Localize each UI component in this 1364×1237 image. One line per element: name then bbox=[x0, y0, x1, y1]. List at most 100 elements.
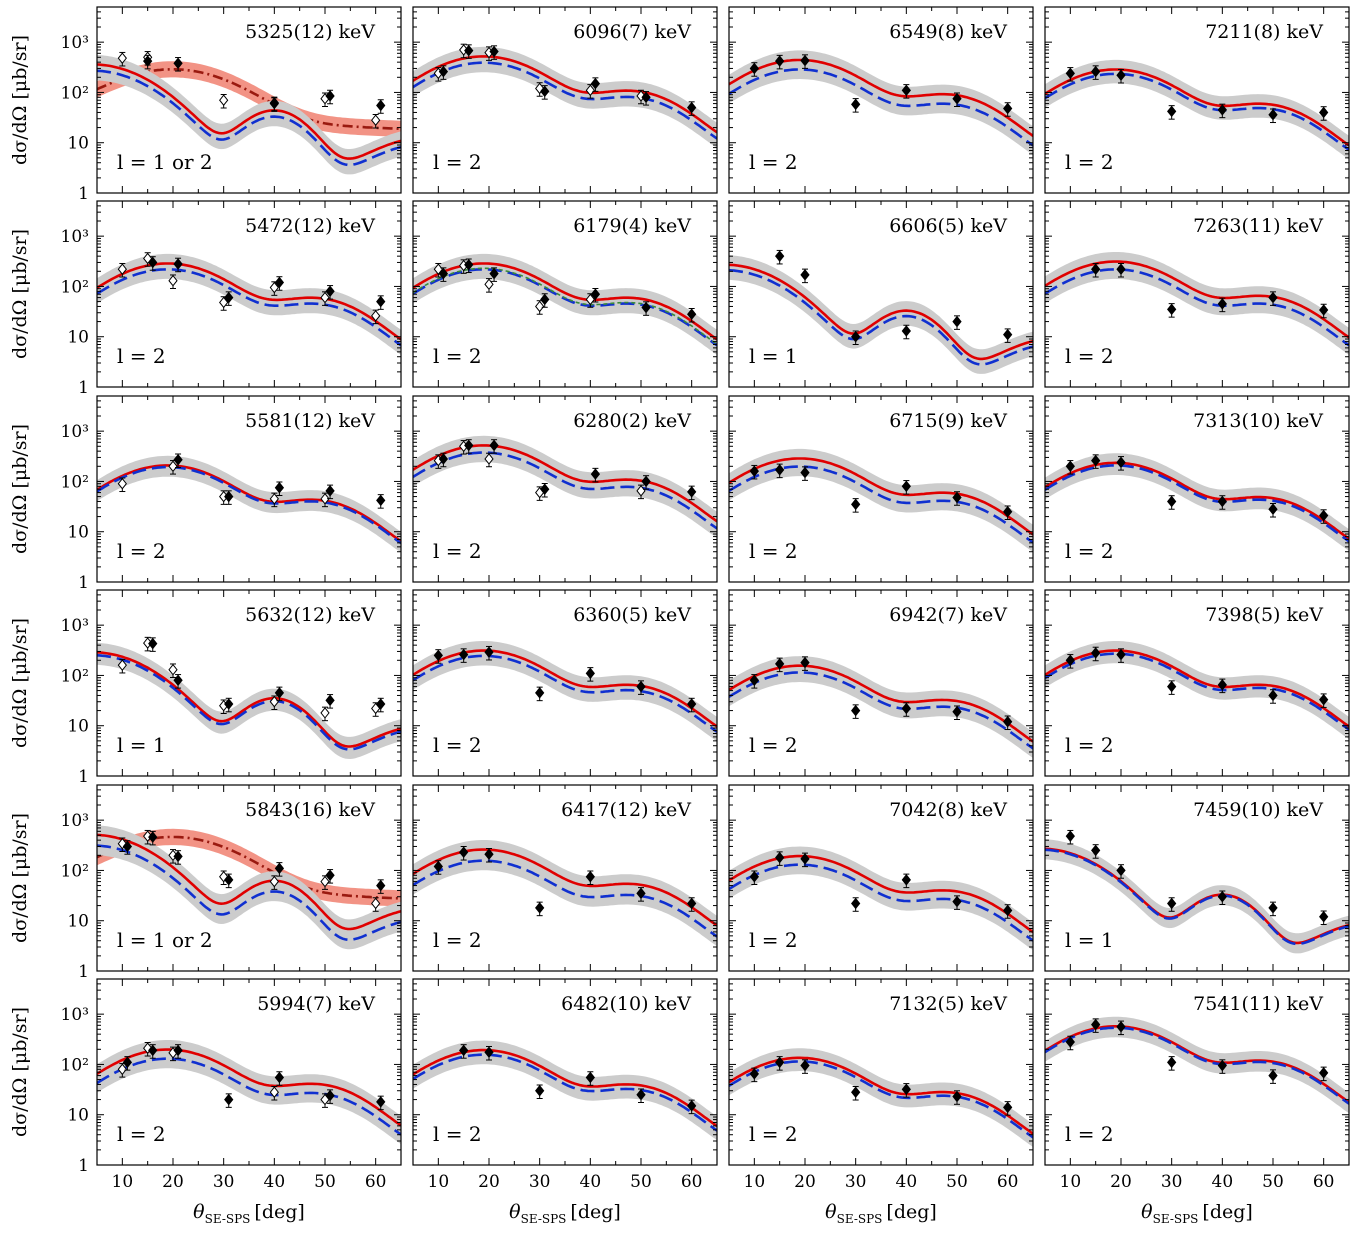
data-point-filled bbox=[851, 704, 861, 717]
plot-area bbox=[1045, 1016, 1349, 1114]
plot-area bbox=[413, 641, 717, 742]
panel-23: 7132(5) keV l = 2 10 20 30 40 50 60 θSE-SPS [deg] bbox=[728, 978, 1034, 1226]
theory-curve-blue bbox=[729, 1060, 1033, 1139]
data-point-filled bbox=[1319, 304, 1329, 316]
x-tick-label: 50 bbox=[630, 1172, 652, 1192]
theory-curve-blue bbox=[1045, 1026, 1349, 1105]
l-label: l = 1 bbox=[749, 344, 798, 368]
uncertainty-band bbox=[729, 448, 1033, 552]
x-tick-label: 40 bbox=[896, 1172, 918, 1192]
energy-label: 6606(5) keV bbox=[889, 215, 1007, 237]
data-point-filled bbox=[274, 1071, 285, 1084]
data-point-filled bbox=[459, 648, 469, 661]
data-point-filled bbox=[1091, 263, 1101, 276]
x-axis-label: θSE-SPS [deg] bbox=[825, 1201, 937, 1226]
data-point-filled bbox=[1167, 303, 1177, 316]
energy-label: 6096(7) keV bbox=[573, 21, 691, 43]
plot-area bbox=[413, 840, 717, 947]
data-point-open bbox=[219, 94, 229, 107]
panel-13: 5632(12) keV l = 1 1 10 10² 10³ dσ/dΩ [μb/sr] bbox=[9, 589, 402, 787]
theory-curve-blue bbox=[729, 268, 1033, 366]
plot-area bbox=[97, 636, 401, 759]
x-axis-label-symbol: θ bbox=[1141, 1201, 1153, 1223]
data-point-open bbox=[269, 1086, 279, 1099]
energy-label: 5581(12) keV bbox=[245, 410, 375, 432]
energy-label: 5994(7) keV bbox=[257, 993, 375, 1015]
data-point-filled bbox=[800, 269, 810, 281]
data-point-filled bbox=[590, 77, 601, 90]
y-tick-label: 10² bbox=[61, 277, 89, 297]
uncertainty-band bbox=[1045, 252, 1349, 355]
data-point-filled bbox=[325, 485, 335, 497]
energy-label: 7211(8) keV bbox=[1205, 21, 1323, 43]
uncertainty-band bbox=[413, 46, 717, 149]
theory-curve-blue bbox=[413, 1053, 717, 1132]
plot-area bbox=[97, 1040, 401, 1145]
energy-label: 6715(9) keV bbox=[889, 410, 1007, 432]
plot-area bbox=[729, 249, 1033, 374]
plot-area bbox=[729, 50, 1033, 155]
uncertainty-band bbox=[729, 50, 1033, 155]
data-point-filled bbox=[1167, 1056, 1177, 1069]
plot-area bbox=[1045, 453, 1349, 551]
data-point-filled bbox=[122, 1056, 133, 1069]
y-tick-label: 1 bbox=[78, 767, 89, 787]
x-axis-label-unit: [deg] bbox=[886, 1201, 936, 1223]
data-point-open bbox=[484, 278, 494, 291]
data-point-open bbox=[371, 897, 381, 910]
plot-area bbox=[1045, 59, 1349, 160]
data-point-filled bbox=[224, 1093, 234, 1106]
panel-12: 7313(10) keV l = 2 bbox=[1044, 395, 1350, 583]
y-tick-label: 10² bbox=[61, 1055, 89, 1075]
l-label: l = 2 bbox=[749, 733, 798, 757]
energy-label: 7042(8) keV bbox=[889, 799, 1007, 821]
data-point-filled bbox=[224, 874, 234, 886]
theory-curve-blue bbox=[729, 68, 1033, 147]
theory-curve-red bbox=[413, 55, 717, 134]
x-axis-label-unit: [deg] bbox=[570, 1201, 620, 1223]
data-point-filled bbox=[433, 860, 443, 873]
data-point-open bbox=[371, 114, 381, 127]
theory-curve-blue bbox=[1045, 848, 1349, 946]
uncertainty-band bbox=[729, 1048, 1033, 1147]
alt-curve bbox=[97, 68, 401, 131]
plot-area bbox=[97, 252, 401, 355]
theory-curve-blue bbox=[97, 654, 401, 751]
data-point-filled bbox=[325, 1089, 335, 1102]
data-point-filled bbox=[1116, 1021, 1126, 1033]
panel-5: 5472(12) keV l = 2 1 10 10² 10³ dσ/dΩ [μb/sr] bbox=[9, 200, 402, 398]
data-point-filled bbox=[952, 92, 962, 105]
x-tick-label: 20 bbox=[162, 1172, 184, 1192]
data-point-filled bbox=[325, 869, 335, 882]
panel-7: 6606(5) keV l = 1 bbox=[728, 200, 1034, 388]
theory-curve-blue bbox=[413, 654, 717, 733]
data-point-filled bbox=[269, 97, 279, 109]
data-point-filled bbox=[535, 902, 545, 914]
data-point-filled bbox=[775, 658, 785, 670]
data-point-open bbox=[117, 52, 127, 64]
data-point-filled bbox=[464, 439, 474, 452]
data-point-filled bbox=[749, 1068, 759, 1080]
energy-label: 6942(7) keV bbox=[889, 604, 1007, 626]
data-point-filled bbox=[775, 851, 785, 864]
data-point-open bbox=[535, 82, 545, 95]
data-point-filled bbox=[148, 637, 158, 650]
x-tick-label: 60 bbox=[1313, 1172, 1335, 1192]
panel-11: 6715(9) keV l = 2 bbox=[728, 395, 1034, 583]
l-label: l = 2 bbox=[1065, 344, 1114, 368]
y-tick-label: 10 bbox=[67, 912, 89, 932]
data-point-open bbox=[143, 1042, 153, 1055]
x-axis-label: θSE-SPS [deg] bbox=[1141, 1201, 1253, 1226]
data-point-filled bbox=[489, 267, 499, 280]
data-point-filled bbox=[122, 840, 133, 853]
data-point-filled bbox=[1268, 503, 1278, 516]
x-axis-label: θSE-SPS [deg] bbox=[193, 1201, 305, 1226]
data-point-filled bbox=[1217, 104, 1227, 116]
l-label: l = 2 bbox=[1065, 539, 1114, 563]
data-point-filled bbox=[590, 288, 601, 301]
data-point-filled bbox=[224, 698, 234, 710]
l-label: l = 2 bbox=[749, 1122, 798, 1146]
data-point-filled bbox=[274, 276, 285, 289]
data-point-filled bbox=[535, 687, 545, 699]
energy-label: 7541(11) keV bbox=[1193, 993, 1323, 1015]
